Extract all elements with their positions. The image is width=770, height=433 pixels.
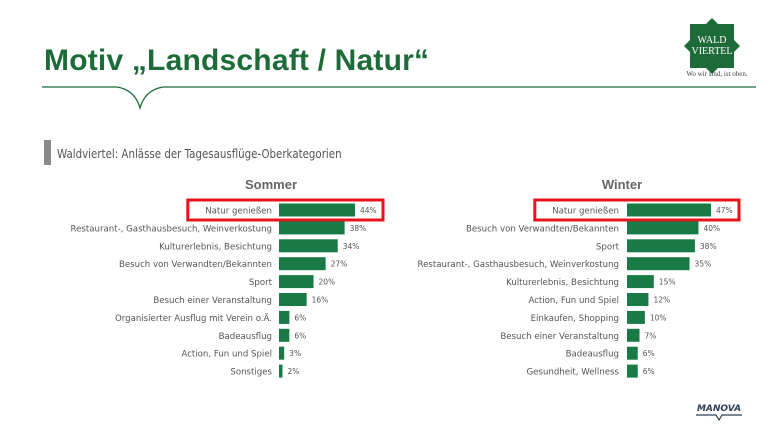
value-label-sommer: 38% xyxy=(350,224,367,233)
category-label-sommer: Action, Fun und Spiel xyxy=(181,350,272,360)
waldviertel-logo: WALD VIERTEL xyxy=(684,18,740,74)
value-label-sommer: 34% xyxy=(343,242,360,251)
bar-winter xyxy=(627,346,638,360)
value-label-winter: 15% xyxy=(659,278,676,287)
category-label-sommer: Sonstiges xyxy=(230,368,272,378)
highlight-box-sommer xyxy=(186,198,385,222)
svg-text:MANOVA: MANOVA xyxy=(697,404,741,414)
bar-winter xyxy=(627,239,695,253)
value-label-winter: 12% xyxy=(653,296,670,305)
chart-title-winter: Winter xyxy=(602,177,642,192)
category-label-sommer: Sport xyxy=(249,278,273,288)
category-label-sommer: Natur genießen xyxy=(205,207,272,217)
category-label-winter: Sport xyxy=(596,242,620,252)
section-title: Waldviertel: Anlässe der Tagesausflüge-O… xyxy=(57,146,342,161)
bar-sommer xyxy=(279,328,290,342)
value-label-sommer: 20% xyxy=(319,278,336,287)
category-label-winter: Restaurant-, Gasthausbesuch, Weinverkost… xyxy=(418,260,619,270)
category-label-sommer: Kulturerlebnis, Besichtung xyxy=(159,242,272,252)
value-label-winter: 38% xyxy=(700,242,717,251)
section-marker xyxy=(44,140,51,165)
category-label-winter: Besuch von Verwandten/Bekannten xyxy=(466,224,619,234)
value-label-sommer: 2% xyxy=(287,367,299,376)
value-label-winter: 40% xyxy=(703,224,720,233)
category-label-winter: Kulturerlebnis, Besichtung xyxy=(506,278,619,288)
category-label-winter: Einkaufen, Shopping xyxy=(531,314,619,324)
category-label-winter: Badeausflug xyxy=(566,350,619,360)
page-title: Motiv „Landschaft / Natur“ xyxy=(44,44,430,77)
bar-winter xyxy=(627,203,711,217)
bar-sommer xyxy=(279,221,345,235)
value-label-sommer: 27% xyxy=(331,260,348,269)
category-label-winter: Action, Fun und Spiel xyxy=(528,296,619,306)
bar-sommer xyxy=(279,293,307,306)
bar-sommer xyxy=(279,275,314,289)
bar-sommer xyxy=(279,364,283,378)
value-label-winter: 35% xyxy=(695,260,712,269)
category-label-winter: Gesundheit, Wellness xyxy=(527,368,620,378)
value-label-sommer: 6% xyxy=(294,331,306,340)
category-label-winter: Natur genießen xyxy=(552,207,619,217)
svg-text:VIERTEL: VIERTEL xyxy=(691,46,732,57)
bar-winter xyxy=(627,328,640,342)
logo-tagline: Wo wir sind, ist oben. xyxy=(686,70,748,78)
bar-sommer xyxy=(279,310,290,324)
bar-winter xyxy=(627,275,654,289)
header-divider xyxy=(42,86,756,111)
highlight-box-winter xyxy=(533,198,741,222)
value-label-winter: 7% xyxy=(645,331,657,340)
value-label-sommer: 44% xyxy=(360,206,377,215)
bar-sommer xyxy=(279,257,326,271)
value-label-sommer: 16% xyxy=(312,296,329,305)
category-label-sommer: Restaurant-, Gasthausbesuch, Weinverkost… xyxy=(71,224,272,234)
value-label-sommer: 6% xyxy=(294,313,306,322)
svg-text:WALD: WALD xyxy=(698,35,727,46)
value-label-sommer: 3% xyxy=(289,349,301,358)
category-label-sommer: Besuch von Verwandten/Bekannten xyxy=(119,260,272,270)
category-label-sommer: Besuch einer Veranstaltung xyxy=(153,296,272,306)
bar-winter xyxy=(627,293,649,306)
value-label-winter: 6% xyxy=(643,367,655,376)
bar-winter xyxy=(627,310,645,324)
bar-sommer xyxy=(279,239,338,253)
bar-winter xyxy=(627,257,690,271)
bar-winter xyxy=(627,364,638,378)
bar-sommer xyxy=(279,203,355,217)
category-label-sommer: Badeausflug xyxy=(219,332,272,342)
value-label-winter: 47% xyxy=(716,206,733,215)
category-label-sommer: Organisierter Ausflug mit Verein o.Ä. xyxy=(115,313,272,324)
bar-winter xyxy=(627,221,699,235)
value-label-winter: 10% xyxy=(650,313,667,322)
chart-title-sommer: Sommer xyxy=(245,177,297,192)
category-label-winter: Besuch einer Veranstaltung xyxy=(500,332,619,342)
value-label-winter: 6% xyxy=(643,349,655,358)
manova-logo: MANOVA xyxy=(696,404,742,422)
bar-sommer xyxy=(279,346,285,360)
